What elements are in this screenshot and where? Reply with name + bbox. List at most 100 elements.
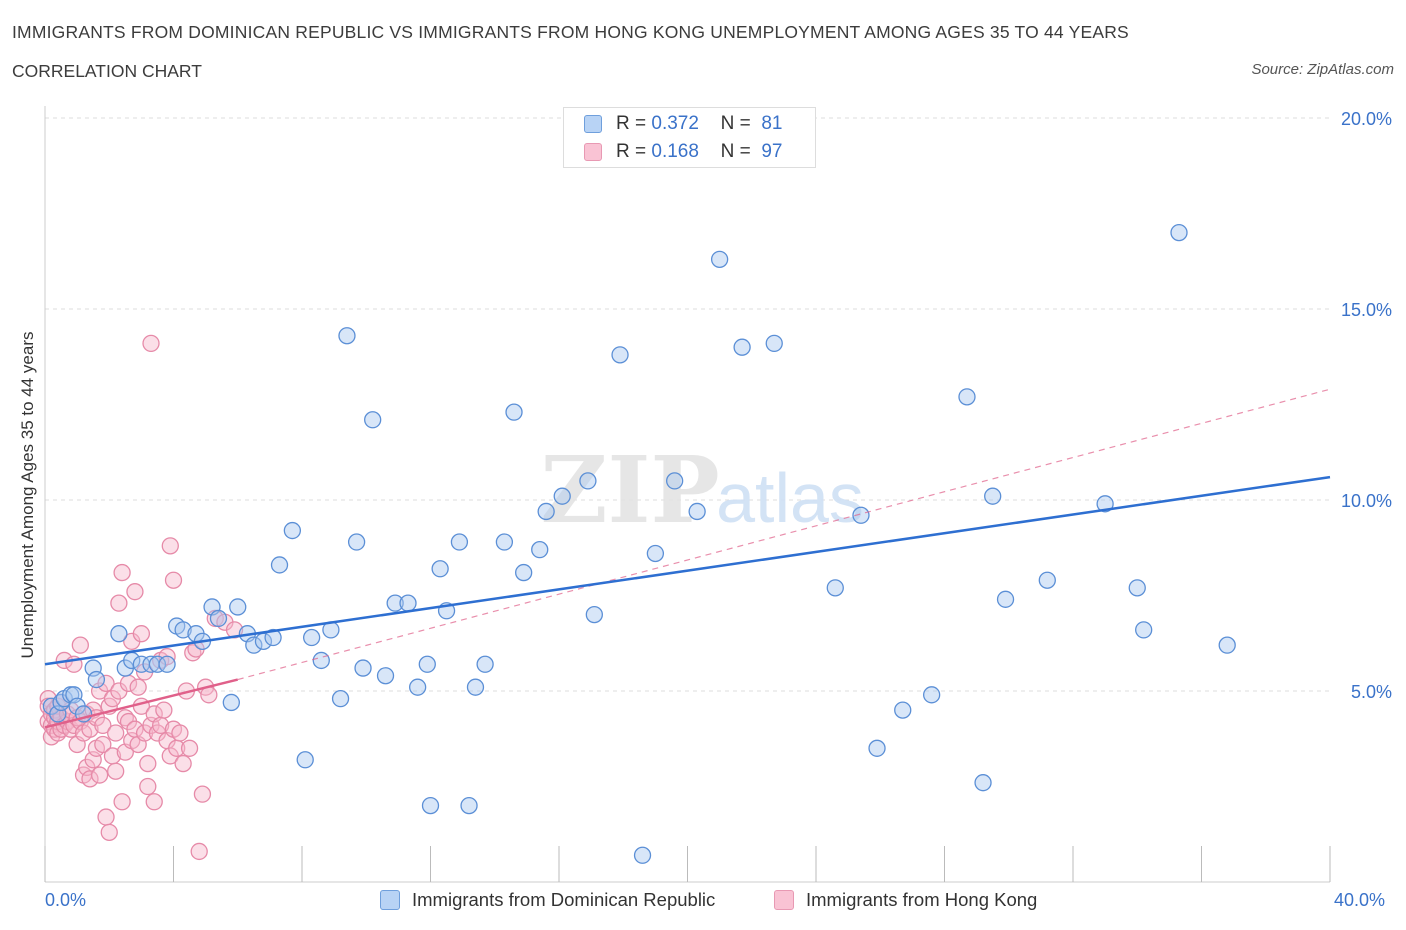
- stats-legend: R = 0.372 N = 81 R = 0.168 N = 97: [563, 107, 816, 168]
- dominican-republic-point: [710, 250, 729, 268]
- dominican-republic-point: [302, 628, 321, 647]
- series-legend-label: Immigrants from Dominican Republic: [412, 889, 716, 910]
- hong-kong-point: [171, 724, 189, 742]
- watermark-atlas: atlas: [716, 459, 864, 537]
- hong-kong-point: [107, 762, 125, 780]
- legend-swatch-pink: [584, 143, 602, 161]
- hong-kong-points: [39, 334, 244, 861]
- series-legend-hong-kong: Immigrants from Hong Kong: [774, 889, 1037, 911]
- dominican-republic-point: [974, 774, 992, 792]
- series-legend-label: Immigrants from Hong Kong: [806, 889, 1038, 910]
- axes: [44, 106, 1331, 883]
- dominican-republic-point: [958, 388, 976, 406]
- hong-kong-point: [180, 739, 199, 757]
- hong-kong-point: [97, 808, 115, 826]
- dominican-republic-point: [431, 560, 449, 578]
- dominican-republic-point: [264, 628, 282, 647]
- hong-kong-point: [190, 842, 208, 861]
- dominican-republic-point: [354, 659, 372, 677]
- source-label: Source: ZipAtlas.com: [1251, 61, 1394, 78]
- y-tick-label: 20.0%: [1341, 109, 1392, 129]
- dominican-republic-point: [633, 846, 652, 864]
- dominican-republic-point: [376, 667, 395, 685]
- legend-n-value: 81: [761, 113, 783, 134]
- hong-kong-point: [113, 793, 131, 811]
- hong-kong-point: [100, 823, 118, 841]
- dominican-republic-point: [1038, 571, 1056, 589]
- legend-r-value: 0.372: [651, 113, 699, 134]
- dominican-republic-point: [386, 594, 404, 612]
- hong-kong-point: [110, 594, 128, 612]
- dominican-republic-point: [466, 678, 485, 696]
- dominican-republic-point: [421, 796, 440, 815]
- dominican-republic-point: [450, 533, 469, 551]
- dominican-republic-point: [408, 678, 427, 696]
- dominican-republic-point: [585, 605, 603, 624]
- dominican-republic-point: [826, 579, 844, 597]
- dominican-republic-point: [296, 751, 314, 769]
- series-legend-swatch-blue: [380, 890, 400, 910]
- legend-n-value: 97: [761, 141, 783, 162]
- dominican-republic-point: [505, 403, 523, 421]
- y-tick-label: 5.0%: [1351, 682, 1392, 702]
- dominican-republic-point: [1218, 636, 1236, 654]
- dominican-republic-point: [312, 651, 330, 670]
- dominican-republic-point: [364, 411, 382, 429]
- trend-lines: [44, 388, 1331, 729]
- dominican-republic-point: [87, 670, 106, 689]
- chart-subtitle: CORRELATION CHART: [12, 61, 202, 81]
- dominican-republic-point: [553, 487, 571, 505]
- hong-kong-point: [81, 770, 99, 788]
- dominican-republic-point: [110, 625, 128, 643]
- dominican-republic-point: [222, 693, 240, 712]
- dominican-republic-point: [984, 487, 1002, 505]
- dominican-republic-point: [894, 701, 912, 719]
- hong-kong-point: [139, 754, 157, 773]
- chart-title: IMMIGRANTS FROM DOMINICAN REPUBLIC VS IM…: [12, 22, 1129, 42]
- dominican-republic-point: [399, 594, 417, 612]
- dominican-republic-point: [174, 621, 192, 639]
- dominican-republic-point: [765, 334, 783, 353]
- dominican-republic-trend-line: [44, 475, 1331, 666]
- dominican-republic-point: [531, 541, 549, 559]
- hong-kong-point: [94, 735, 112, 754]
- legend-n-label: N =: [720, 113, 751, 134]
- hong-kong-point: [155, 701, 173, 719]
- dominican-republic-point: [1096, 495, 1114, 513]
- hong-kong-point: [174, 754, 192, 773]
- y-tick-label: 10.0%: [1341, 491, 1392, 511]
- dominican-republic-point: [148, 655, 167, 673]
- dominican-republic-point: [245, 636, 263, 654]
- dominican-republic-point: [283, 521, 302, 540]
- dominican-republic-point: [537, 502, 555, 521]
- hong-kong-point: [107, 724, 125, 742]
- series-legend-swatch-pink: [774, 890, 794, 910]
- dominican-republic-points: [42, 223, 1236, 864]
- dominican-republic-point: [229, 598, 247, 616]
- hong-kong-point: [126, 583, 144, 601]
- hong-kong-point: [132, 625, 151, 643]
- dominican-republic-point: [868, 739, 886, 757]
- x-tick-label-max: 40.0%: [1334, 890, 1386, 910]
- dominican-republic-point: [611, 346, 629, 364]
- dominican-republic-point: [476, 655, 494, 673]
- legend-n-label: N =: [720, 141, 751, 162]
- dominican-republic-point: [418, 655, 436, 673]
- hong-kong-point: [142, 334, 160, 353]
- watermark: ZIP atlas: [540, 436, 864, 544]
- legend-r-label: R =: [616, 141, 647, 162]
- dominican-republic-point: [209, 609, 228, 628]
- dominican-republic-point: [460, 796, 478, 815]
- legend-r-value: 0.168: [651, 141, 699, 162]
- series-legend-dominican: Immigrants from Dominican Republic: [380, 889, 715, 911]
- hong-kong-trend-extension: [237, 388, 1331, 681]
- hong-kong-point: [161, 537, 179, 555]
- hong-kong-point: [113, 563, 131, 582]
- legend-row-hong-kong: R = 0.168 N = 97: [584, 140, 782, 164]
- watermark-zip: ZIP: [540, 436, 719, 544]
- dominican-republic-point: [347, 533, 366, 551]
- dominican-republic-point: [1170, 223, 1188, 242]
- dominican-republic-point: [495, 533, 514, 551]
- dominican-republic-point: [158, 655, 176, 673]
- hong-kong-point: [139, 777, 157, 796]
